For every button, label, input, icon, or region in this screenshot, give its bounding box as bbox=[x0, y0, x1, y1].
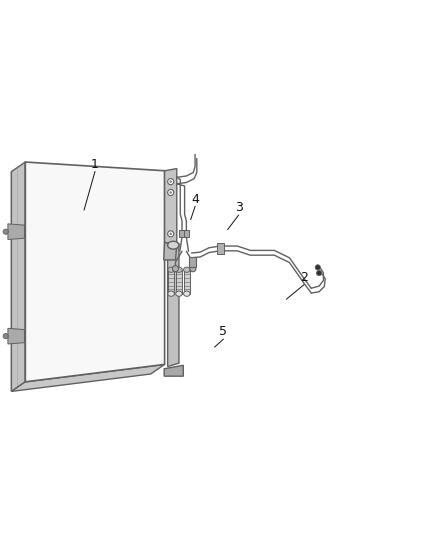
Polygon shape bbox=[184, 270, 190, 294]
Polygon shape bbox=[165, 168, 177, 245]
Circle shape bbox=[317, 270, 322, 276]
Circle shape bbox=[315, 265, 321, 270]
Polygon shape bbox=[11, 365, 165, 391]
Text: 5: 5 bbox=[219, 325, 227, 338]
Polygon shape bbox=[11, 162, 25, 391]
Text: 3: 3 bbox=[235, 201, 243, 214]
Bar bbox=[188, 257, 196, 268]
Circle shape bbox=[3, 334, 8, 339]
Ellipse shape bbox=[176, 291, 182, 296]
Ellipse shape bbox=[168, 291, 174, 296]
Circle shape bbox=[168, 189, 174, 196]
Bar bbox=[184, 230, 189, 237]
Polygon shape bbox=[168, 270, 174, 294]
Text: 1: 1 bbox=[91, 158, 99, 171]
Polygon shape bbox=[164, 365, 184, 376]
Circle shape bbox=[173, 265, 179, 272]
Circle shape bbox=[3, 229, 8, 235]
Circle shape bbox=[170, 232, 172, 235]
Ellipse shape bbox=[184, 291, 190, 296]
Polygon shape bbox=[8, 328, 25, 344]
Circle shape bbox=[168, 231, 174, 237]
Circle shape bbox=[170, 180, 172, 183]
Circle shape bbox=[168, 179, 174, 184]
Polygon shape bbox=[168, 244, 179, 367]
Ellipse shape bbox=[176, 267, 182, 272]
Polygon shape bbox=[8, 224, 25, 239]
Circle shape bbox=[170, 191, 172, 194]
Polygon shape bbox=[164, 243, 177, 260]
Polygon shape bbox=[176, 270, 182, 294]
Ellipse shape bbox=[184, 267, 190, 272]
Text: 2: 2 bbox=[300, 271, 308, 284]
Polygon shape bbox=[25, 162, 165, 382]
Ellipse shape bbox=[168, 267, 174, 272]
Bar bbox=[217, 243, 224, 254]
Bar bbox=[180, 230, 185, 237]
Text: 4: 4 bbox=[191, 192, 199, 206]
Circle shape bbox=[190, 265, 196, 272]
Ellipse shape bbox=[168, 241, 179, 249]
